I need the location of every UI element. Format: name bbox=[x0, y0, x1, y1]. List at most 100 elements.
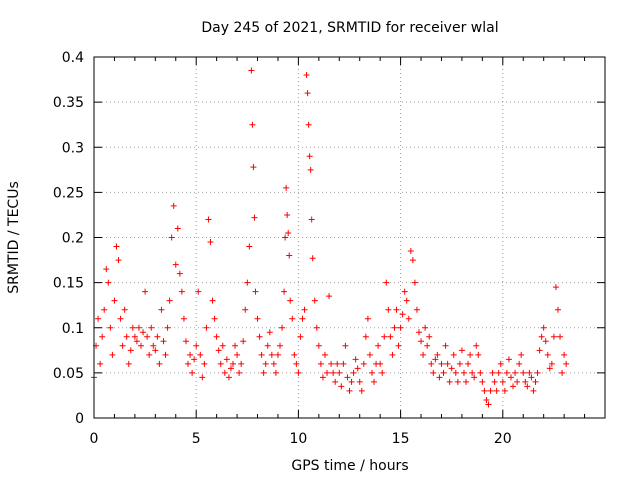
data-point bbox=[274, 351, 281, 358]
data-point bbox=[303, 72, 310, 79]
data-point bbox=[295, 369, 302, 376]
data-point bbox=[166, 297, 173, 304]
data-point bbox=[530, 387, 537, 394]
data-point bbox=[223, 356, 230, 363]
data-point bbox=[232, 342, 239, 349]
data-point bbox=[544, 351, 551, 358]
data-point bbox=[178, 288, 185, 295]
grid bbox=[94, 57, 605, 418]
data-point bbox=[127, 347, 134, 354]
data-point bbox=[471, 374, 478, 381]
data-point bbox=[168, 234, 175, 241]
data-point bbox=[285, 229, 292, 236]
data-point bbox=[493, 387, 500, 394]
data-point bbox=[338, 383, 345, 390]
data-point bbox=[405, 315, 412, 322]
data-point bbox=[524, 383, 531, 390]
data-point bbox=[291, 351, 298, 358]
data-point bbox=[563, 360, 570, 367]
data-point bbox=[240, 338, 247, 345]
data-point bbox=[434, 351, 441, 358]
data-point bbox=[362, 333, 369, 340]
data-point bbox=[156, 360, 163, 367]
data-point bbox=[227, 365, 234, 372]
data-point bbox=[381, 333, 388, 340]
y-tick-label: 0.2 bbox=[62, 231, 84, 247]
data-point bbox=[436, 374, 443, 381]
data-point bbox=[203, 324, 210, 331]
data-point bbox=[552, 284, 559, 291]
data-point bbox=[225, 374, 232, 381]
data-point bbox=[113, 243, 120, 250]
data-point bbox=[119, 342, 126, 349]
data-point bbox=[229, 360, 236, 367]
x-tick-label: 0 bbox=[90, 431, 99, 447]
data-point bbox=[454, 378, 461, 385]
data-point bbox=[109, 351, 116, 358]
y-tick-label: 0.1 bbox=[62, 321, 84, 337]
data-point bbox=[336, 369, 343, 376]
data-point bbox=[174, 225, 181, 232]
data-point bbox=[97, 360, 104, 367]
data-point bbox=[311, 297, 318, 304]
data-point bbox=[503, 369, 510, 376]
data-point bbox=[505, 356, 512, 363]
data-point bbox=[391, 324, 398, 331]
data-point bbox=[201, 360, 208, 367]
data-point bbox=[234, 351, 241, 358]
data-point bbox=[281, 288, 288, 295]
data-point bbox=[540, 324, 547, 331]
data-point bbox=[477, 369, 484, 376]
data-point bbox=[250, 164, 257, 171]
data-point bbox=[473, 342, 480, 349]
data-point bbox=[158, 306, 165, 313]
data-points bbox=[91, 67, 570, 408]
data-point bbox=[299, 315, 306, 322]
data-point bbox=[465, 360, 472, 367]
data-point bbox=[554, 306, 561, 313]
data-point bbox=[426, 333, 433, 340]
data-point bbox=[550, 333, 557, 340]
x-tick-label: 10 bbox=[289, 431, 307, 447]
data-point bbox=[422, 324, 429, 331]
data-point bbox=[307, 166, 314, 173]
data-point bbox=[162, 351, 169, 358]
data-point bbox=[264, 342, 271, 349]
data-point bbox=[301, 306, 308, 313]
y-axis-label: SRMTID / TECUs bbox=[6, 181, 22, 294]
data-point bbox=[456, 360, 463, 367]
data-point bbox=[501, 387, 508, 394]
data-point bbox=[368, 369, 375, 376]
data-point bbox=[189, 369, 196, 376]
data-point bbox=[360, 360, 367, 367]
x-tick-label: 20 bbox=[494, 431, 512, 447]
data-point bbox=[415, 329, 422, 336]
y-tick-label: 0.4 bbox=[62, 50, 84, 66]
data-point bbox=[115, 257, 122, 264]
data-point bbox=[520, 369, 527, 376]
data-point bbox=[238, 360, 245, 367]
y-tick-label: 0.15 bbox=[53, 276, 84, 292]
data-point bbox=[272, 369, 279, 376]
data-point bbox=[248, 67, 255, 74]
data-point bbox=[309, 255, 316, 262]
data-point bbox=[219, 342, 226, 349]
data-point bbox=[193, 342, 200, 349]
data-point bbox=[187, 351, 194, 358]
data-point bbox=[197, 351, 204, 358]
data-point bbox=[99, 333, 106, 340]
data-point bbox=[507, 374, 514, 381]
data-point bbox=[358, 387, 365, 394]
data-point bbox=[559, 369, 566, 376]
data-point bbox=[135, 324, 142, 331]
data-point bbox=[246, 243, 253, 250]
y-tick-label: 0.3 bbox=[62, 140, 84, 156]
data-point bbox=[448, 365, 455, 372]
data-point bbox=[538, 333, 545, 340]
data-point bbox=[277, 342, 284, 349]
data-point bbox=[146, 351, 153, 358]
data-point bbox=[469, 369, 476, 376]
data-point bbox=[150, 342, 157, 349]
data-point bbox=[266, 329, 273, 336]
data-point bbox=[244, 279, 251, 286]
